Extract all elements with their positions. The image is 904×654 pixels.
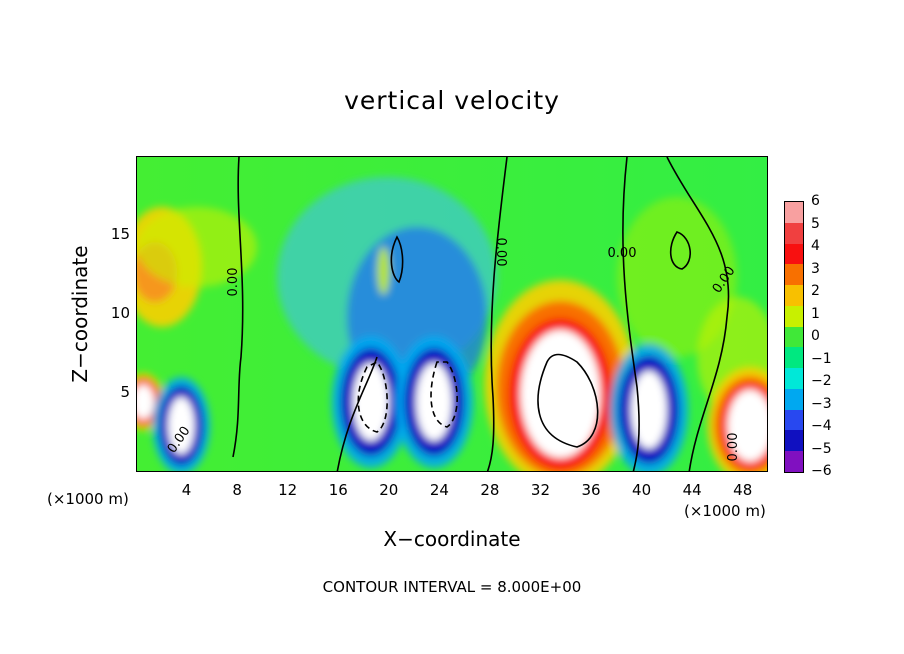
heatmap-field: 0.000.00 0.000.000.00 0.00 — [137, 157, 767, 471]
field-blob — [416, 362, 453, 441]
x-unit-label-right: (×1000 m) — [684, 502, 766, 520]
contour-line — [622, 157, 640, 471]
y-tick-label: 5 — [120, 383, 130, 401]
colorbar-tick-label: 3 — [811, 260, 820, 277]
field-blob — [137, 384, 155, 420]
x-tick-label: 40 — [632, 481, 652, 499]
colorbar-segment — [785, 347, 803, 369]
field-blob — [352, 362, 389, 441]
colorbar-segment — [785, 222, 803, 244]
colorbar-tick-label: −2 — [811, 373, 832, 389]
colorbar-tick-label: 0 — [811, 328, 820, 344]
field-blob — [727, 389, 767, 462]
x-tick-label: 20 — [379, 481, 399, 499]
x-tick-label: 48 — [733, 481, 753, 499]
y-tick-label: 10 — [110, 304, 130, 322]
colorbar-tick-label: −1 — [811, 350, 832, 367]
field-blob — [520, 330, 601, 458]
contour-line — [357, 360, 388, 433]
field-blob — [377, 246, 390, 295]
contour-value-label: 0.00 — [726, 433, 741, 462]
colorbar-segment — [785, 243, 803, 265]
colorbar-segment — [785, 264, 803, 286]
contour-line — [232, 157, 244, 458]
plot-area: 0.00 0.00 0.00 0.00 0.00 0.00 — [136, 156, 768, 472]
x-tick-label: 44 — [682, 481, 702, 499]
field-blob — [630, 370, 667, 449]
colorbar-segment — [785, 388, 803, 410]
x-unit-label-left: (×1000 m) — [47, 490, 129, 508]
contour-value-label: 0.00 — [493, 238, 508, 267]
colorbar-segment — [785, 409, 803, 431]
colorbar-segment — [785, 451, 803, 472]
colorbar-tick-label: 5 — [811, 215, 820, 232]
y-tick-label: 15 — [110, 225, 130, 243]
colorbar-tick-label: 4 — [811, 238, 820, 254]
x-tick-label: 32 — [530, 481, 551, 499]
colorbar-segment — [785, 368, 803, 389]
colorbar-segment — [785, 430, 803, 452]
x-tick-label: 36 — [581, 481, 601, 499]
x-tick-label: 8 — [232, 481, 242, 499]
colorbar-tick-label: 2 — [811, 283, 820, 299]
colorbar-tick-label: −5 — [811, 440, 832, 457]
field-blob — [137, 207, 257, 287]
x-axis-label: X−coordinate — [383, 527, 521, 551]
field-blob — [168, 397, 195, 455]
contour-line — [336, 356, 378, 471]
colorbar-segment — [785, 202, 803, 223]
colorbar-segment — [785, 326, 803, 348]
x-tick-label: 12 — [278, 481, 298, 499]
contour-line — [537, 353, 599, 448]
contour-value-label: 0.00 — [608, 246, 637, 261]
contour-line — [666, 157, 730, 471]
contour-line — [430, 361, 458, 428]
colorbar-segment — [785, 285, 803, 306]
x-tick-label: 28 — [480, 481, 500, 499]
colorbar-tick-label: −3 — [811, 395, 832, 412]
x-tick-label: 24 — [429, 481, 449, 499]
colorbar — [784, 201, 804, 473]
contour-line — [390, 235, 404, 284]
colorbar-segment — [785, 305, 803, 327]
x-tick-label: 16 — [328, 481, 348, 499]
contour-line — [486, 157, 508, 471]
y-axis-label: Z−coordinate — [68, 245, 92, 383]
x-tick-label: 4 — [181, 481, 192, 499]
colorbar-tick-label: −6 — [811, 463, 832, 479]
contour-interval-text: CONTOUR INTERVAL = 8.000E+00 — [322, 578, 582, 596]
colorbar-tick-label: 6 — [811, 193, 820, 209]
colorbar-tick-label: −4 — [811, 418, 832, 434]
contour-line — [669, 231, 691, 270]
chart-title: vertical velocity — [344, 86, 560, 115]
colorbar-tick-label: 1 — [811, 305, 820, 322]
field-blob — [617, 197, 737, 357]
contour-value-label: 0.00 — [226, 268, 241, 297]
